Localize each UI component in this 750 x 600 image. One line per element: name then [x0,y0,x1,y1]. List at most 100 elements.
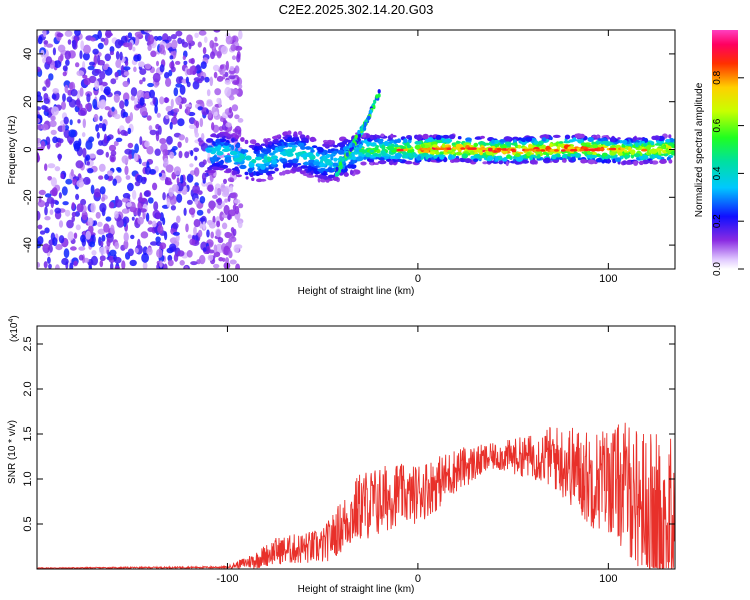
spectrogram-noise-blob [37,124,43,130]
spectrogram-ridge-point [529,155,533,161]
spectrogram-ridge-point [465,137,472,142]
spectrogram-noise-blob [63,116,69,125]
spectrogram-noise-blob [129,259,137,267]
spectrogram-ridge-point [402,154,406,159]
spectrogram-ridge-point [387,145,395,151]
spectrogram-ridge-point [571,156,576,162]
spectrogram-ridge-point [329,164,333,169]
spectrogram-ridge-point [435,134,442,141]
spectrogram-noise-blob [124,99,129,107]
spectrogram-noise-blob [225,60,229,71]
spectrogram-ridge-point [580,158,587,164]
spectrogram-noise-blob [189,238,196,246]
spectrogram-ridge-point [429,151,437,155]
spectrogram-noise-blob [207,208,211,214]
spectrogram-ridge-point [514,153,521,157]
spectrogram-ridge-point [570,153,575,157]
spectrogram-noise-blob [165,164,174,173]
spectrogram-noise-blob [230,227,235,233]
spectrogram-ridge-point [380,133,385,138]
spectrogram-noise-blob [49,209,54,216]
spectrogram-noise-blob [218,257,224,262]
spectrogram-ridge-point [368,158,375,163]
spectrogram-ridge-point [291,158,299,164]
spectrogram-noise-blob [58,153,62,162]
spectrogram-ridge-point [453,146,457,150]
spectrogram-noise-blob [124,148,133,155]
spectrogram-streak-point [373,99,377,104]
spectrogram-ridge-point [394,152,403,159]
spectrogram-noise-blob [51,106,59,116]
spectrogram-noise-blob [83,77,91,86]
spectrogram-noise-blob [76,98,81,108]
spectrogram-noise-blob [219,64,225,70]
spectrogram-noise-blob [175,30,183,37]
spectrogram-ridge-point [305,146,312,150]
colorbar-ticks: 0.0 0.2 0.4 0.6 0.8 [712,70,744,276]
spectrogram-noise-blob [121,155,129,164]
spectrogram-noise-blob [44,106,49,113]
spectrogram-ridge-point [526,151,531,156]
spectrogram-noise-blob [192,184,201,194]
spectrogram-noise-blob [185,136,189,144]
spectrogram-noise-blob [71,202,75,210]
spectrogram-noise-blob [85,154,91,161]
spectrogram-ridge-point [622,139,628,144]
spectrogram-noise-blob [127,248,134,257]
spectrogram-ridge-core [460,147,466,150]
spectrogram-noise-blob [156,60,159,67]
spectrogram-noise-blob [208,249,215,254]
spectrogram-noise-blob [234,45,243,51]
spectrogram-noise-blob [149,89,155,99]
spectrogram-ridge-point [359,143,363,149]
snr-axes: -100 0 100 0.5 1.0 1.5 2.0 2.5 [22,326,675,585]
spectrogram-noise-blob [44,193,52,198]
spectrogram-noise-blob [195,99,204,105]
spectrogram-noise-blob [100,240,104,247]
spectrogram-noise-blob [213,244,218,253]
spectrogram-noise-blob [82,44,91,54]
spectrogram-ridge-point [448,154,453,161]
spectrogram-noise-blob [175,60,181,65]
spectrogram-noise-blob [163,97,170,103]
spectrogram-ridge-point [601,140,610,144]
figure-title: C2E2.2025.302.14.20.G03 [279,2,434,17]
spectrogram-noise-blob [144,63,152,70]
spectrogram-noise-blob [194,155,198,161]
spectrogram-ridge-point [589,154,598,159]
spectrogram-noise-blob [190,57,195,65]
spectrogram-ridge-point [422,133,429,140]
spectrogram-noise-blob [75,62,80,68]
spectrogram-noise-blob [92,98,98,109]
spectrogram-noise-blob [149,169,157,175]
spectrogram-noise-blob [147,220,153,225]
spectrogram-noise-blob [114,71,120,78]
spectrogram-noise-blob [202,247,207,252]
spectrogram-noise-blob [162,192,166,201]
spectrogram-ridge-point [649,148,658,154]
spectrogram-ridge-point [370,134,374,140]
spectrogram-ridge-point [369,149,375,153]
spectrogram-noise-blob [85,140,93,150]
spectrogram-ridge-point [499,139,506,143]
spectrogram-ridge-point [374,146,379,151]
spectrogram-noise-blob [122,80,129,88]
spectrogram-ridge-point [672,152,675,156]
spectrogram-noise-blob [188,42,192,50]
spectrogram-ridge-point [549,143,553,148]
spectrogram-noise-blob [77,119,81,124]
spectrogram-noise-blob [202,221,206,230]
spectrogram-noise-blob [213,111,218,117]
spectrogram-noise-blob [200,61,207,69]
spectrogram-noise-blob [93,188,101,198]
spectrogram-ridge-point [284,150,293,154]
spectrogram-noise-blob [121,260,126,269]
spectrogram-noise-blob [75,160,84,169]
spectrogram-noise-blob [164,180,173,186]
spectrogram-ridge-point [641,141,645,144]
spectrogram-noise-blob [225,122,232,128]
spectrogram-axes: -100 0 100 -40 -20 0 20 40 [22,30,675,285]
y-tick-label: -40 [22,237,34,253]
spectrogram-ridge-point [323,141,331,145]
spectrogram-noise-blob [101,234,106,242]
